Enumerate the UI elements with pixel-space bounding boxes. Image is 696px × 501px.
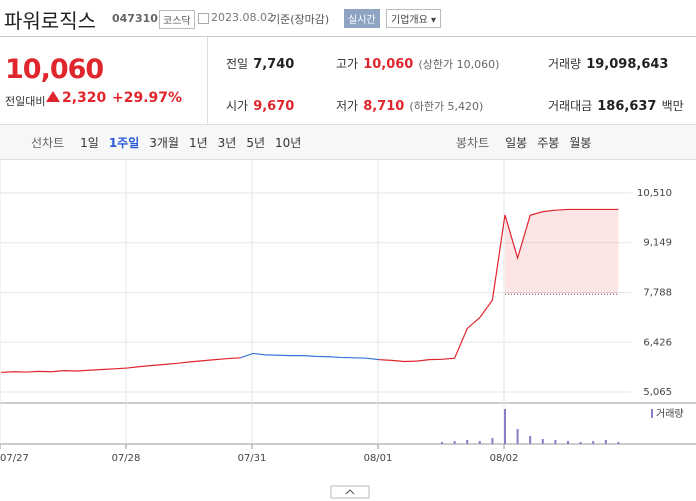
stat-value: 186,637 — [597, 99, 657, 114]
collapse-icon — [345, 489, 355, 495]
x-tick-label: 07/27 — [0, 453, 29, 464]
tab[interactable]: 3개월 — [149, 136, 179, 150]
volume-bar — [491, 438, 494, 444]
stat-value: 10,060 — [363, 57, 414, 72]
y-tick-label: 7,788 — [643, 287, 672, 298]
tab-group-label: 선차트 — [31, 136, 65, 150]
stat: 저가 8,710 (하한가 5,420) — [336, 95, 483, 114]
volume-bar — [567, 441, 569, 444]
volume-bar — [604, 440, 607, 444]
volume-bar — [617, 442, 620, 444]
stat-label: 저가 — [336, 99, 359, 113]
date: 2023.08.02 — [211, 11, 274, 24]
y-tick-label: 10,510 — [637, 188, 672, 199]
volume-bar — [478, 441, 481, 444]
price-line — [240, 352, 380, 361]
volume-bar — [579, 442, 582, 444]
x-tick-label: 07/28 — [112, 453, 141, 464]
tab[interactable]: 5년 — [246, 136, 266, 150]
stat: 거래량 19,098,643 — [548, 53, 668, 72]
up-arrow — [46, 91, 60, 102]
tab[interactable]: 1일 — [80, 136, 99, 150]
change-rate: +29.97% — [112, 90, 183, 106]
x-tick-label: 08/01 — [364, 453, 393, 464]
legend-swatch — [651, 409, 653, 418]
tab[interactable]: 3년 — [217, 136, 237, 150]
company-label: 기업개요 — [391, 15, 428, 26]
stat: 시가 9,670 — [226, 95, 294, 114]
stat: 거래대금 186,637 백만 — [548, 95, 684, 114]
stat-label: 거래대금 — [548, 99, 593, 113]
candle-tabs: 봉차트 일봉 주봉 월봉 — [456, 134, 591, 151]
stat: 전일 7,740 — [226, 53, 294, 72]
change-label: 전일대비 — [5, 95, 46, 108]
tab[interactable]: 10년 — [275, 136, 302, 150]
legend-label: 거래량 — [656, 408, 684, 420]
stat: 고가 10,060 (상한가 10,060) — [336, 53, 499, 72]
volume-bar — [554, 440, 557, 444]
collapse-button[interactable] — [330, 485, 370, 499]
volume-bar — [466, 440, 469, 444]
stat-label: 전일 — [226, 57, 249, 71]
stat-label: 고가 — [336, 57, 359, 71]
basis: 기준(장마감) — [270, 13, 330, 26]
current-price: 10,060 — [5, 54, 104, 85]
stat-value: 19,098,643 — [586, 57, 669, 72]
volume-bar — [453, 441, 456, 444]
change: 2,320 — [62, 90, 107, 106]
stat-label: 거래량 — [548, 57, 582, 71]
x-tick-label: 07/31 — [238, 453, 267, 464]
stat-note: (상한가 10,060) — [418, 58, 500, 71]
tab[interactable]: 1년 — [188, 136, 208, 150]
tab[interactable]: 1주일 — [108, 136, 140, 150]
x-tick-label: 08/02 — [490, 453, 519, 464]
volume-bar — [504, 409, 506, 444]
price-line — [0, 208, 619, 374]
tab[interactable]: 주봉 — [537, 136, 560, 150]
divider — [0, 36, 696, 37]
volume-bar — [529, 436, 532, 444]
separator — [207, 37, 208, 124]
stat-value: 7,740 — [253, 57, 295, 72]
stat-unit: 백만 — [661, 99, 684, 113]
stock-code: 047310 — [112, 12, 158, 25]
tab-group-label: 봉차트 — [456, 136, 490, 150]
market-badge: 코스닥 — [159, 10, 195, 29]
y-tick-label: 6,426 — [643, 337, 672, 348]
tab-bar — [0, 124, 696, 160]
stat-value: 9,670 — [253, 99, 295, 114]
stat-value: 8,710 — [363, 99, 405, 114]
stock-name: 파워로직스 — [4, 9, 96, 33]
volume-bar — [541, 439, 544, 444]
stat-note: (하한가 5,420) — [409, 100, 484, 113]
volume-bar — [441, 442, 443, 444]
calendar-icon — [198, 13, 209, 24]
volume-bar — [516, 429, 519, 444]
y-tick-label: 5,065 — [643, 387, 672, 398]
stat-label: 시가 — [226, 99, 249, 113]
realtime-button[interactable]: 실시간 — [344, 9, 380, 28]
tab[interactable]: 일봉 — [505, 136, 528, 150]
y-tick-label: 9,149 — [643, 238, 672, 249]
company-button[interactable]: 기업개요 ▾ — [386, 9, 442, 28]
tab[interactable]: 월봉 — [569, 136, 592, 150]
line-tabs: 선차트 1일 1주일 3개월 1년 3년 5년 10년 — [31, 134, 301, 151]
volume-bar — [592, 441, 595, 444]
change-area — [505, 209, 619, 295]
